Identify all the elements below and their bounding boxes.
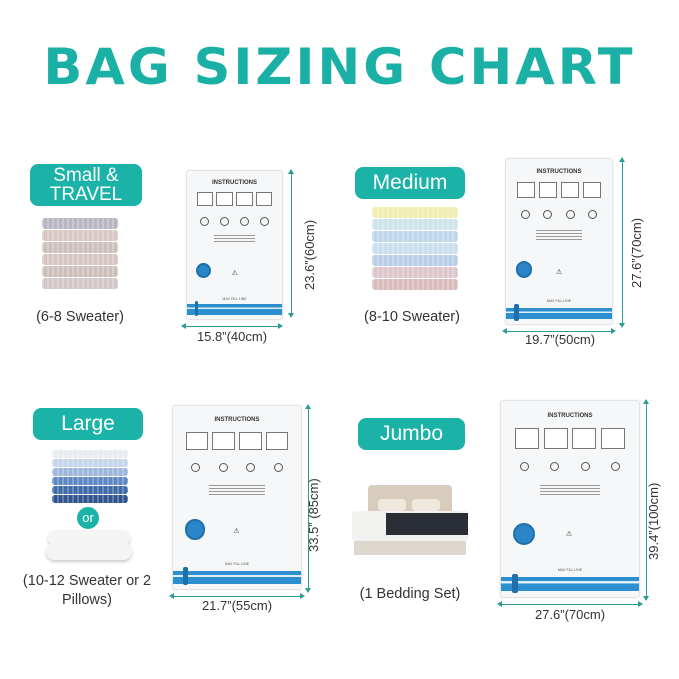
capacity-caption: (8-10 Sweater) — [364, 309, 460, 325]
width-label: 15.8”(40cm) — [196, 329, 268, 344]
zipper-strip — [173, 570, 301, 584]
capacity-caption: (1 Bedding Set) — [359, 586, 461, 602]
zipper-slider — [512, 573, 518, 594]
height-label: 39.4”(100cm) — [646, 482, 661, 560]
width-label: 21.7”(55cm) — [201, 598, 273, 613]
pillow-image — [48, 530, 130, 546]
sweater-stack-image — [42, 218, 118, 290]
instruction-steps — [185, 431, 289, 451]
width-arrow — [169, 593, 305, 599]
bed-image — [350, 485, 470, 555]
warning-triangle-icon: ⚠ — [555, 268, 563, 276]
instructions-title: INSTRUCTIONS — [214, 416, 260, 423]
instructions-title: INSTRUCTIONS — [212, 179, 257, 186]
width-arrow — [502, 328, 616, 334]
height-arrow — [643, 399, 649, 601]
capacity-caption: (10-12 Sweater or 2 Pillows) — [22, 573, 152, 608]
instruction-steps — [514, 428, 626, 449]
zipper-strip — [187, 304, 282, 315]
capacity-caption: (6-8 Sweater) — [36, 309, 124, 325]
size-badge-jumbo: Jumbo — [358, 418, 465, 450]
pillow-image — [46, 543, 132, 560]
instructions-title: INSTRUCTIONS — [547, 412, 593, 419]
clothes-stack-image — [52, 450, 128, 504]
max-fill-line: MAX FILL LINE — [224, 561, 250, 566]
caution-icons — [200, 216, 269, 226]
air-valve-icon — [195, 262, 211, 278]
instruction-text — [539, 485, 601, 498]
instruction-text — [213, 234, 256, 244]
zipper-slider — [514, 304, 519, 321]
max-fill-line: MAX FILL LINE — [546, 299, 572, 304]
vacuum-bag-medium: INSTRUCTIONS ⚠ MAX FILL LINE — [505, 158, 613, 325]
height-label: 27.6”(70cm) — [629, 217, 644, 288]
air-valve-icon — [513, 522, 536, 545]
warning-triangle-icon: ⚠ — [231, 269, 238, 277]
vacuum-bag-jumbo: INSTRUCTIONS ⚠ MAX FILL LINE — [500, 400, 640, 598]
height-label: 23.6”(60cm) — [302, 219, 317, 290]
vacuum-bag-small: INSTRUCTIONS ⚠ MAX FILL LINE — [186, 170, 283, 320]
height-arrow — [288, 169, 294, 318]
zipper-slider — [194, 301, 199, 317]
height-arrow — [619, 157, 625, 328]
height-arrow — [305, 404, 311, 593]
air-valve-icon — [184, 519, 205, 540]
width-arrow — [181, 323, 283, 329]
width-label: 19.7”(50cm) — [524, 332, 596, 347]
caution-icons — [190, 462, 284, 472]
vacuum-bag-large: INSTRUCTIONS ⚠ MAX FILL LINE — [172, 405, 302, 590]
or-badge: or — [77, 507, 99, 529]
zipper-strip — [501, 577, 639, 592]
instructions-title: INSTRUCTIONS — [536, 168, 582, 175]
zipper-strip — [506, 307, 612, 320]
instruction-steps — [516, 182, 602, 198]
zipper-slider — [183, 567, 189, 586]
sweater-stack-image — [372, 207, 458, 291]
size-badge-small: Small & TRAVEL — [30, 164, 142, 206]
air-valve-icon — [515, 261, 533, 279]
instruction-steps — [196, 191, 273, 206]
width-arrow — [497, 601, 643, 607]
page-title: BAG SIZING CHART — [43, 38, 636, 96]
instruction-text — [208, 484, 266, 496]
max-fill-line: MAX FILL LINE — [222, 296, 247, 301]
warning-triangle-icon: ⚠ — [565, 531, 573, 539]
size-badge-large: Large — [33, 408, 143, 440]
size-badge-medium: Medium — [355, 167, 465, 199]
caution-icons — [520, 461, 620, 471]
height-label: 33.5” (85cm) — [306, 478, 321, 552]
caution-icons — [520, 210, 598, 220]
instruction-text — [535, 229, 583, 240]
warning-triangle-icon: ⚠ — [233, 527, 240, 535]
width-label: 27.6”(70cm) — [534, 607, 606, 622]
max-fill-line: MAX FILL LINE — [557, 567, 583, 572]
